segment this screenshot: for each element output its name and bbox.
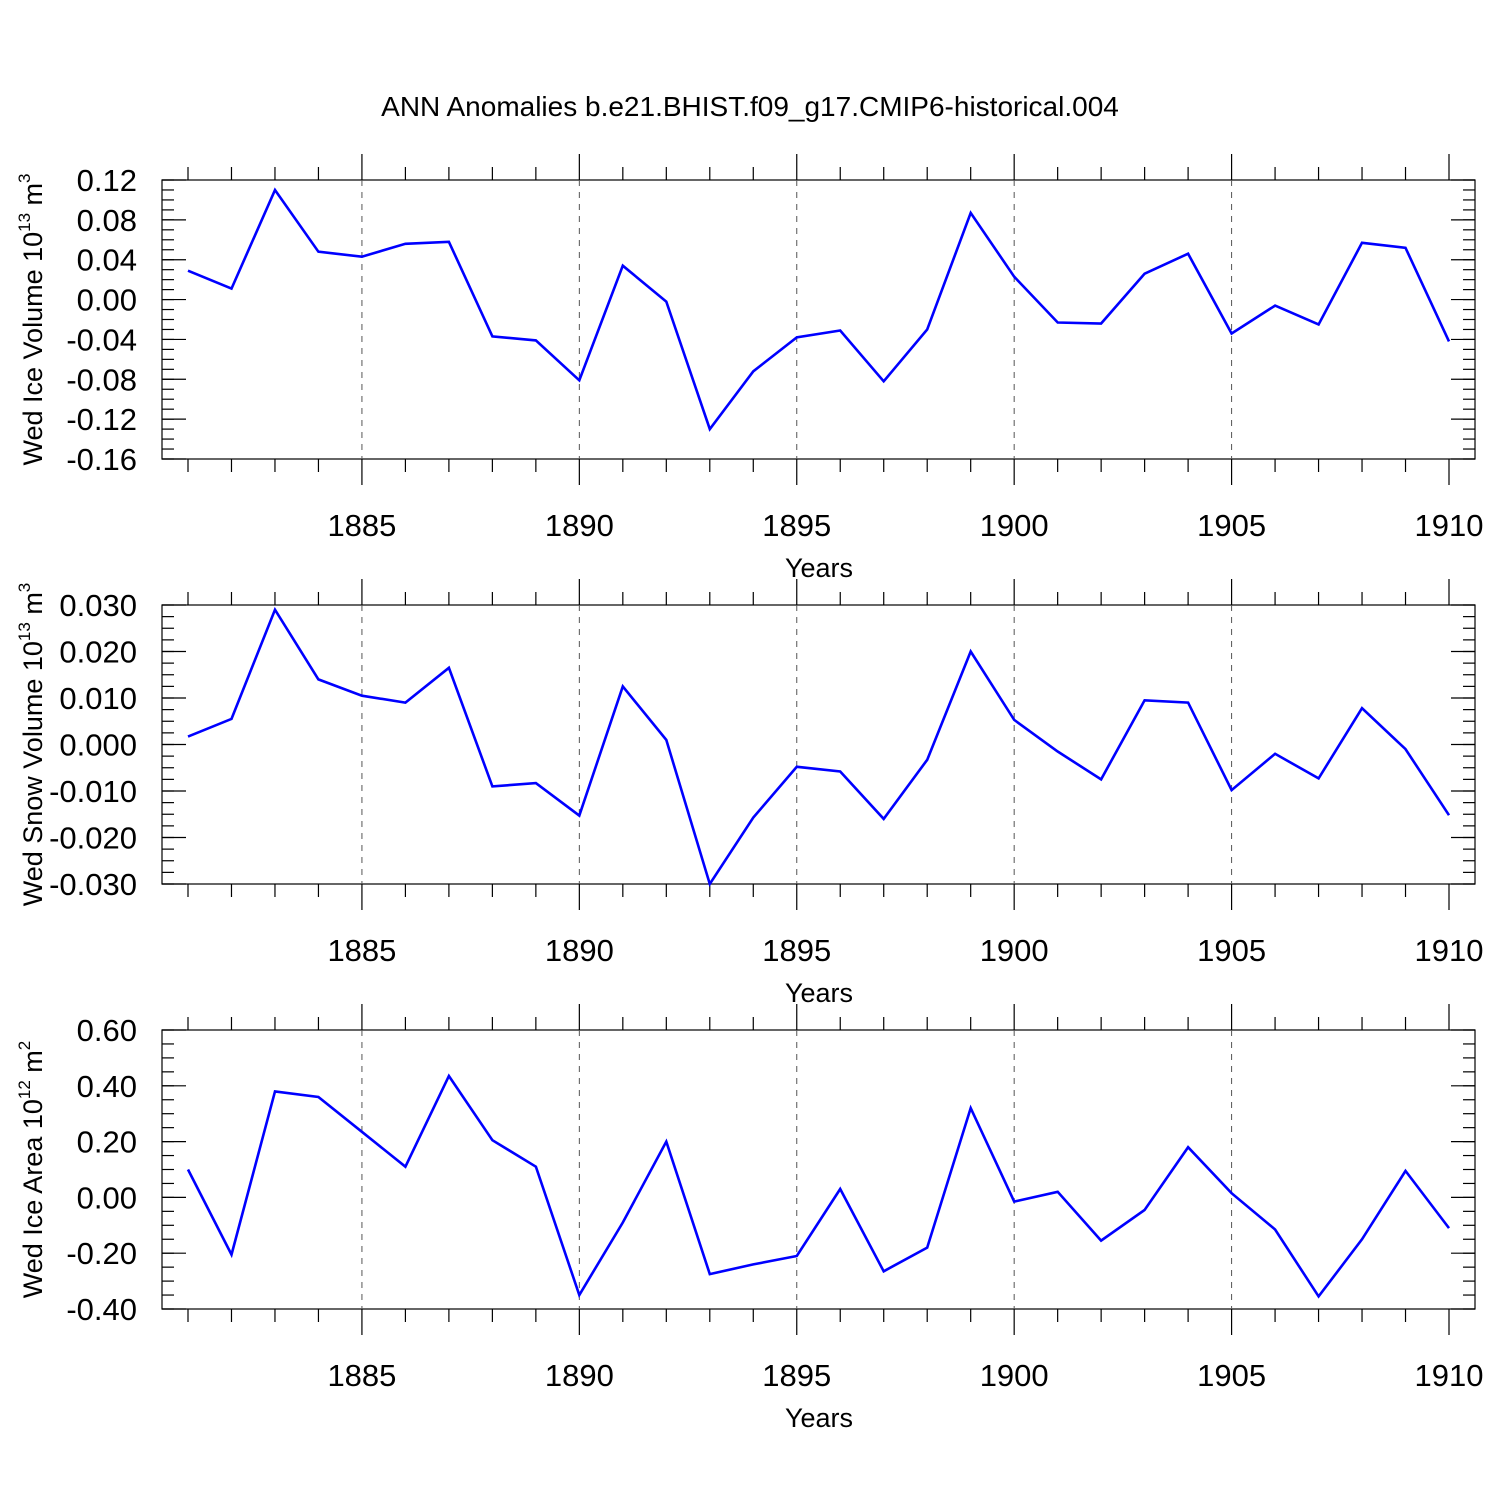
x-tick-label: 1890 xyxy=(545,1358,614,1393)
y-tick-label: 0.40 xyxy=(77,1069,137,1104)
x-tick-label: 1900 xyxy=(980,933,1049,968)
x-tick-label: 1885 xyxy=(327,1358,396,1393)
x-tick-label: 1905 xyxy=(1197,1358,1266,1393)
x-tick-label: 1885 xyxy=(327,508,396,543)
y-tick-label: -0.04 xyxy=(66,322,137,357)
y-tick-label: 0.12 xyxy=(77,163,137,198)
x-tick-label: 1905 xyxy=(1197,508,1266,543)
x-tick-label: 1910 xyxy=(1415,933,1484,968)
series-line xyxy=(187,187,1451,432)
series-line xyxy=(187,606,1451,888)
plot-frame xyxy=(161,179,1476,460)
x-axis-title: Years xyxy=(785,553,853,583)
y-axis-title: Wed Ice Area 1012 m2 xyxy=(15,1041,48,1299)
plot-frame xyxy=(161,1029,1476,1310)
x-axis-title: Years xyxy=(785,1403,853,1433)
series-line xyxy=(186,1073,1451,1299)
x-tick-label: 1900 xyxy=(980,1358,1049,1393)
y-tick-label: -0.16 xyxy=(66,442,137,477)
panel-1: 0.12 0.08 0.04 0.00 -0.04 -0.08 -0.12 -0.16 1885… xyxy=(15,154,1483,583)
y-tick-label: 0.00 xyxy=(77,283,137,318)
x-tick-label: 1890 xyxy=(545,933,614,968)
x-tick-label: 1895 xyxy=(762,1358,831,1393)
y-tick-label: 0.020 xyxy=(59,635,137,670)
y-axis-title: Wed Snow Volume 1013 m3 xyxy=(15,583,48,907)
chart-title: ANN Anomalies b.e21.BHIST.f09_g17.CMIP6-… xyxy=(381,91,1119,122)
y-tick-label: 0.04 xyxy=(77,243,137,278)
plot-frame xyxy=(161,604,1476,885)
y-tick-label: -0.12 xyxy=(66,402,137,437)
y-tick-label: 0.00 xyxy=(77,1180,137,1215)
y-tick-label: -0.020 xyxy=(49,821,137,856)
y-axis-title: Wed Ice Volume 1013 m3 xyxy=(15,173,48,465)
y-tick-label: -0.010 xyxy=(49,774,137,809)
x-tick-label: 1885 xyxy=(327,933,396,968)
panel-3: 0.60 0.40 0.20 0.00 -0.20 -0.40 1885 1890 1895 19… xyxy=(15,1004,1483,1433)
y-tick-label: -0.08 xyxy=(66,362,137,397)
y-tick-label: -0.20 xyxy=(66,1236,137,1271)
x-axis-title: Years xyxy=(785,978,853,1008)
y-tick-label: 0.20 xyxy=(77,1125,137,1160)
x-tick-label: 1895 xyxy=(762,508,831,543)
y-tick-label: 0.030 xyxy=(59,588,137,623)
x-tick-label: 1910 xyxy=(1415,1358,1484,1393)
y-tick-label: 0.010 xyxy=(59,681,137,716)
x-tick-label: 1890 xyxy=(545,508,614,543)
y-tick-label: 0.08 xyxy=(77,203,137,238)
panel-2: 0.030 0.020 0.010 0.000 -0.010 -0.020 -0.030 18… xyxy=(15,579,1483,1008)
x-tick-label: 1910 xyxy=(1415,508,1484,543)
x-tick-label: 1895 xyxy=(762,933,831,968)
x-tick-label: 1900 xyxy=(980,508,1049,543)
x-tick-label: 1905 xyxy=(1197,933,1266,968)
y-tick-label: 0.60 xyxy=(77,1013,137,1048)
y-tick-label: -0.40 xyxy=(66,1292,137,1327)
y-tick-label: 0.000 xyxy=(59,728,137,763)
y-tick-label: -0.030 xyxy=(49,867,137,902)
